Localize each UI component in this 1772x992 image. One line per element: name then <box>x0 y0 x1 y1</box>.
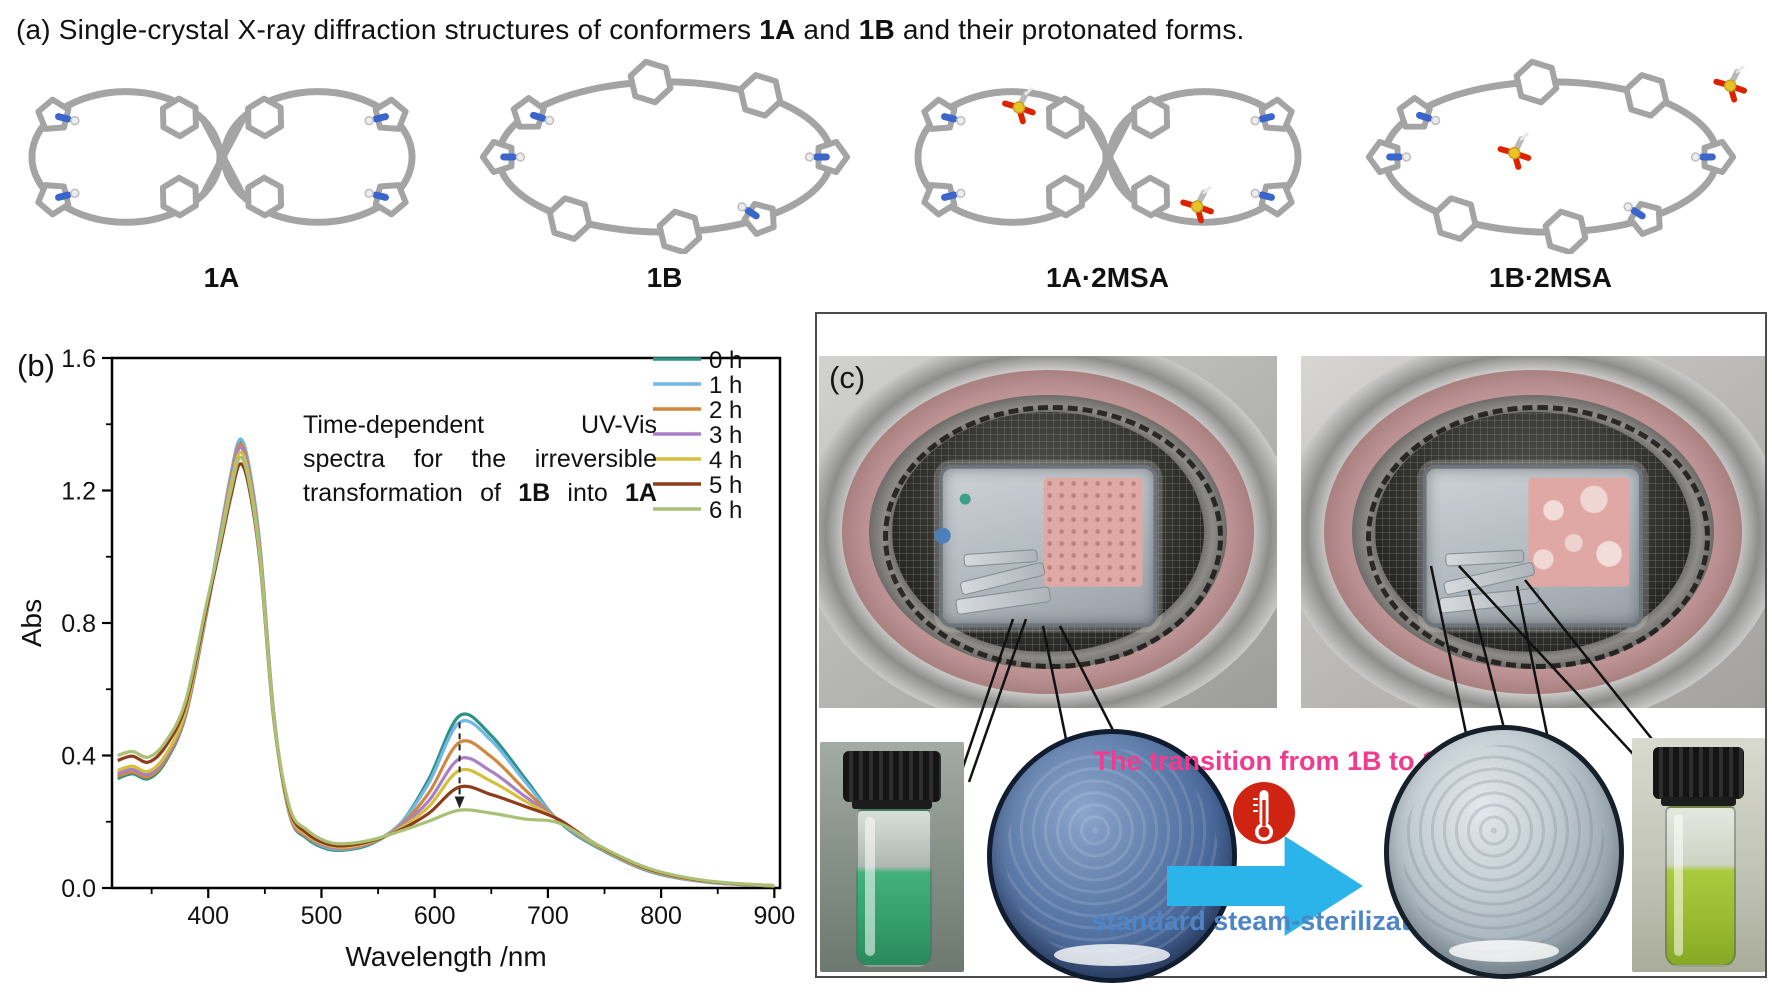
uv-vis-panel: 400 500 600 700 800 900 0.0 0.4 0.8 1.2 1.6 Wavelen… <box>15 312 807 988</box>
y-axis-label: Abs <box>16 599 47 647</box>
molecule-structure-1A <box>0 56 443 254</box>
molecule-label-1B: 1B <box>646 262 683 293</box>
transition-text: The transition from 1B to 1A <box>1093 746 1457 776</box>
legend-label: 2 h <box>709 397 742 424</box>
basket-clips <box>1365 405 1711 669</box>
figure-title-segment: and their protonated forms. <box>894 14 1245 45</box>
vial-cap <box>1653 747 1744 799</box>
molecule-label-1A-2MSA: 1A·2MSA <box>1046 262 1169 293</box>
series-6h <box>117 455 775 888</box>
disc-blue-1B <box>987 729 1237 983</box>
vial-liquid-green <box>856 808 932 968</box>
figure-title: (a) Single-crystal X-ray diffraction str… <box>16 14 1245 46</box>
vial-cap <box>843 751 941 802</box>
x-axis-label: Wavelength /nm <box>345 941 546 972</box>
vial-green <box>820 742 964 972</box>
x-tick-label: 600 <box>414 902 456 930</box>
molecule-structure-1B-2MSA <box>1329 56 1772 254</box>
uv-vis-chart: 400 500 600 700 800 900 0.0 0.4 0.8 1.2 1.6 Wavelen… <box>16 345 795 972</box>
molecule-labels-row: 1A 1B 1A·2MSA 1B·2MSA <box>0 262 1772 294</box>
panel-c-label: (c) <box>829 360 866 395</box>
y-tick-label: 1.2 <box>61 478 96 506</box>
panel-b-label: (b) <box>17 348 55 383</box>
figure-title-segment: and <box>795 14 859 45</box>
y-tick-label: 0.4 <box>61 743 96 771</box>
legend-label: 6 h <box>709 497 742 524</box>
autoclave-photo-after <box>1301 356 1765 708</box>
green-cap-item <box>959 493 971 505</box>
figure-title-segment: (a) Single-crystal X-ray diffraction str… <box>16 14 760 45</box>
molecule-label-1A: 1A <box>203 262 240 293</box>
annotation-line: Time-dependent UV-Vis <box>303 411 657 439</box>
x-tick-label: 700 <box>527 902 569 930</box>
instrument-tray <box>1422 464 1644 628</box>
thermometer-icon <box>1231 780 1297 846</box>
vial-neck <box>1661 796 1736 806</box>
annotation-line: transformation of 1B into 1A <box>303 479 657 507</box>
legend-label: 4 h <box>709 447 742 474</box>
y-tick-label: 1.6 <box>61 345 96 373</box>
perforated-plate-mottled <box>1528 477 1630 587</box>
molecule-label-1B-2MSA: 1B·2MSA <box>1489 262 1612 293</box>
process-text: standard steam-sterilization <box>1091 906 1451 936</box>
blue-cap-item <box>934 527 951 544</box>
vial-liquid-yellow-green <box>1665 805 1736 968</box>
legend-label: 3 h <box>709 422 742 449</box>
chart-annotation: Time-dependent UV-Vis spectra for the irrever… <box>303 408 657 510</box>
x-tick-label: 500 <box>301 902 343 930</box>
vial-neck <box>851 799 933 809</box>
legend-label: 1 h <box>709 372 742 399</box>
molecule-structure-1B <box>443 56 886 254</box>
figure-title-segment: 1A <box>759 14 796 45</box>
basket-clips <box>883 405 1223 669</box>
legend-label: 5 h <box>709 472 742 499</box>
y-tick-label: 0.8 <box>61 610 96 638</box>
series-4h <box>117 450 775 888</box>
vial-yellow-green <box>1632 738 1765 972</box>
instrument-tray <box>934 464 1158 628</box>
perforated-plate <box>1043 477 1143 587</box>
series-5h <box>117 462 775 888</box>
legend-label: 0 h <box>709 347 742 374</box>
molecule-structure-1A-2MSA <box>886 56 1329 254</box>
autoclave-photo-before: (c) <box>819 356 1277 708</box>
x-tick-label: 800 <box>640 902 682 930</box>
y-tick-label: 0.0 <box>61 875 96 903</box>
figure-title-segment: 1B <box>858 14 895 45</box>
x-tick-label: 400 <box>187 902 229 930</box>
x-tick-label: 900 <box>753 902 795 930</box>
disc-gray-1A <box>1384 725 1624 979</box>
annotation-line: spectra for the irreversible <box>303 445 657 473</box>
series-3h <box>117 445 775 888</box>
sterilization-panel: (c) <box>815 312 1767 983</box>
molecule-structures-row <box>0 56 1772 254</box>
